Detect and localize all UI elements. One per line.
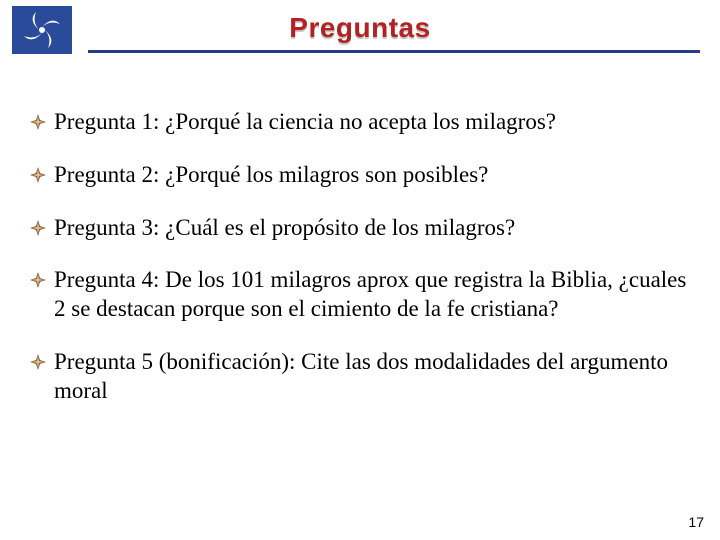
cross-bullet-icon: [30, 220, 46, 236]
list-item: Pregunta 1: ¿Porqué la ciencia no acepta…: [30, 108, 690, 137]
page-number: 17: [688, 514, 704, 530]
bullet-text: Pregunta 5 (bonificación): Cite las dos …: [54, 348, 690, 406]
slide-title: Preguntas Preguntas: [0, 0, 720, 44]
cross-bullet-icon: [30, 272, 46, 288]
bullet-text: Pregunta 1: ¿Porqué la ciencia no acepta…: [54, 108, 556, 137]
list-item: Pregunta 5 (bonificación): Cite las dos …: [30, 348, 690, 406]
bullet-text: Pregunta 4: De los 101 milagros aprox qu…: [54, 266, 690, 324]
slide-content: Pregunta 1: ¿Porqué la ciencia no acepta…: [0, 60, 720, 405]
list-item: Pregunta 3: ¿Cuál es el propósito de los…: [30, 214, 690, 243]
cross-bullet-icon: [30, 354, 46, 370]
bullet-text: Pregunta 2: ¿Porqué los milagros son pos…: [54, 161, 488, 190]
list-item: Pregunta 4: De los 101 milagros aprox qu…: [30, 266, 690, 324]
title-underline: [88, 50, 700, 53]
list-item: Pregunta 2: ¿Porqué los milagros son pos…: [30, 161, 690, 190]
cross-bullet-icon: [30, 167, 46, 183]
logo-icon: [12, 6, 72, 54]
slide-header: Preguntas Preguntas: [0, 0, 720, 60]
title-text: Preguntas: [289, 12, 430, 43]
bullet-text: Pregunta 3: ¿Cuál es el propósito de los…: [54, 214, 515, 243]
cross-bullet-icon: [30, 114, 46, 130]
